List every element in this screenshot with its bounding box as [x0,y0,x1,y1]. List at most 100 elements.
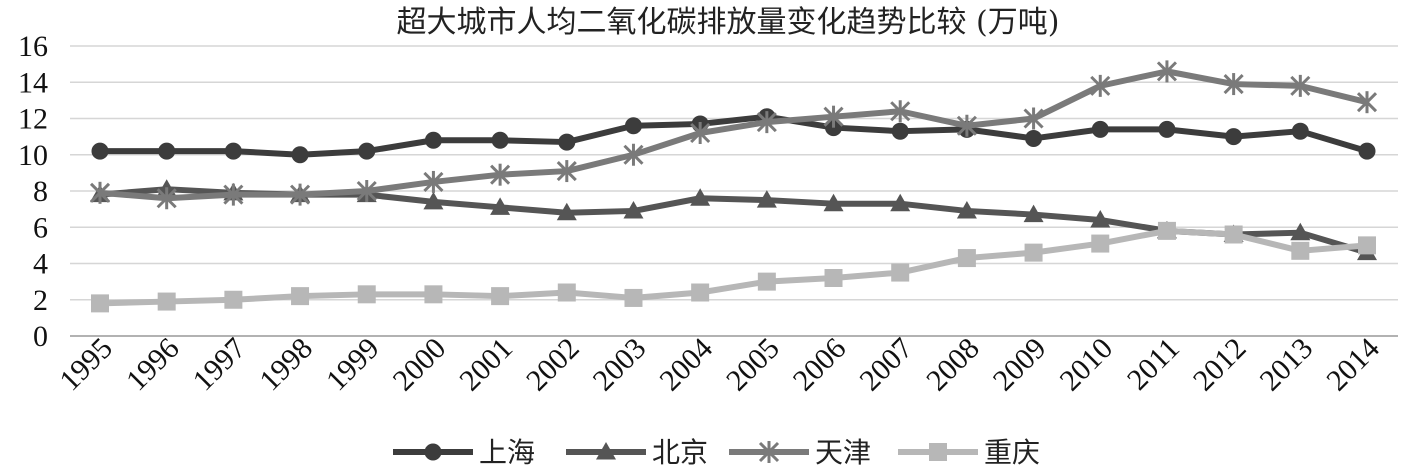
data-point [623,143,644,166]
data-point [956,114,977,137]
data-point [89,181,111,204]
legend-item: 天津 [729,436,871,467]
x-tick-label: 2014 [1320,332,1386,398]
data-point [890,100,911,123]
y-tick-label: 0 [33,320,48,353]
data-point [1225,128,1243,146]
data-point [1291,241,1310,260]
data-point [891,122,909,140]
data-point [756,190,777,208]
x-tick-label: 2011 [1121,332,1186,397]
data-point [1024,243,1043,262]
data-point [490,163,511,186]
data-point [91,142,109,160]
data-point [1091,120,1109,138]
x-tick-label: 2000 [387,332,453,398]
data-point [490,197,511,215]
data-point [424,131,442,149]
data-point [157,292,176,311]
data-point [291,287,310,306]
x-tick-label: 2008 [920,332,986,398]
data-point [224,142,242,160]
data-point [1290,222,1311,241]
data-point [423,191,444,210]
x-tick-label: 1995 [53,332,119,398]
x-tick-label: 2006 [787,332,853,398]
x-tick-label: 2009 [987,332,1053,398]
y-tick-label: 8 [33,175,48,208]
chart-title: 超大城市人均二氧化碳排放量变化趋势比较 (万吨) [397,5,1060,40]
series-line [100,113,1368,158]
data-point [1358,142,1376,160]
legend-item: 北京 [566,436,708,467]
data-point [1091,234,1110,253]
data-point [424,443,442,461]
y-tick-label: 2 [33,284,48,317]
data-point [758,441,780,463]
data-point [756,111,777,134]
legend-item: 重庆 [898,436,1040,467]
data-point [357,285,376,304]
x-tick-label: 2003 [587,332,653,398]
series-4 [91,221,1376,313]
data-point [423,170,444,193]
y-tick-label: 6 [33,211,48,244]
data-point [1358,236,1376,255]
data-point [757,272,776,291]
x-tick-label: 2004 [653,332,719,398]
data-point [224,290,243,309]
data-point [1025,129,1043,147]
data-point [623,200,644,219]
x-tick-label: 1997 [187,332,253,398]
data-point [1291,122,1309,140]
legend: 上海 北京 天津 重庆 [393,436,1040,467]
x-tick-label: 2012 [1187,332,1253,398]
data-point [691,283,710,302]
x-tick-label: 2005 [720,332,786,398]
data-point [291,146,309,164]
data-point [956,200,977,219]
y-tick-label: 14 [18,66,48,99]
data-point [1090,74,1111,97]
data-point [1290,74,1311,97]
x-tick-label: 2002 [520,332,586,398]
legend-label: 北京 [652,436,708,467]
x-tick-label: 1999 [320,332,386,398]
data-point [424,285,443,304]
data-point [929,443,947,461]
data-point [1156,60,1178,83]
data-point [556,160,577,183]
data-point [491,287,510,306]
data-point [91,294,109,313]
data-point [1158,120,1176,138]
data-point [890,193,911,212]
y-tick-label: 10 [18,139,48,172]
x-axis: 1995 1996 1997 1998 1999 2000 2001 2002 2003 2004… [53,332,1386,398]
series-1 [91,108,1376,164]
y-tick-label: 4 [33,248,48,281]
series-layer [89,60,1378,313]
x-tick-label: 2010 [1053,332,1119,398]
series-line [99,68,1368,202]
data-point [1157,221,1176,240]
x-tick-label: 2001 [453,332,519,398]
data-point [1223,73,1244,96]
data-point [358,142,376,160]
data-point [1224,225,1243,244]
y-tick-label: 16 [18,30,48,63]
data-point [491,131,509,149]
data-point [158,142,176,160]
series-line [99,186,1368,256]
data-point [957,249,976,268]
series-line [99,227,1368,307]
data-point [156,187,177,210]
data-point [823,193,844,212]
legend-label: 重庆 [984,436,1040,467]
data-point [556,202,577,221]
data-point [558,133,576,151]
data-point [624,117,642,135]
data-point [823,105,844,128]
